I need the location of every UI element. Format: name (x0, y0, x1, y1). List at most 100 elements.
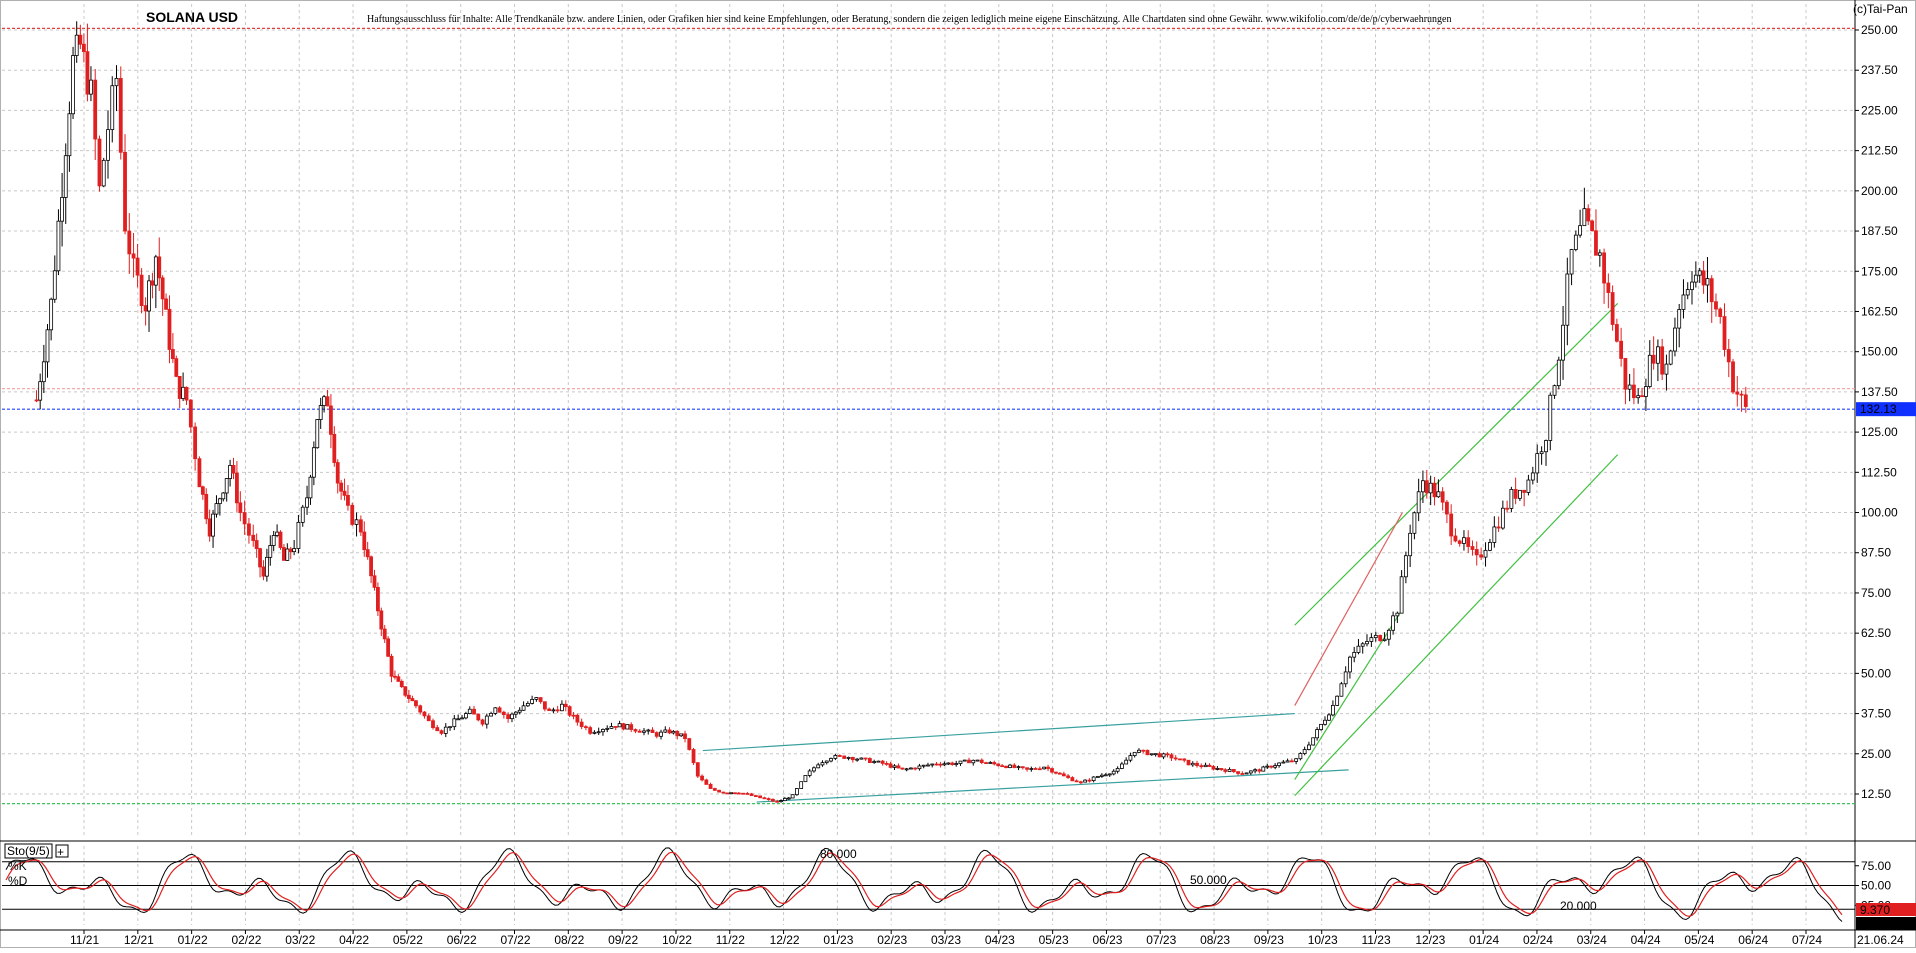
candle-body (904, 768, 909, 771)
candle-body (181, 386, 186, 399)
candle-body (917, 765, 922, 770)
candle-body (725, 792, 730, 795)
candle-body (1597, 252, 1602, 256)
candle-body (418, 705, 423, 713)
candle-body (1739, 393, 1744, 396)
candle-body (799, 781, 804, 789)
candle-body (238, 502, 243, 513)
candle-body (1743, 394, 1748, 407)
candle-body (1569, 249, 1574, 275)
candle-body (584, 726, 588, 729)
candle-body (855, 758, 860, 761)
candle-body (188, 399, 193, 428)
candle-body (1182, 758, 1187, 761)
candle-body (654, 732, 659, 737)
candle-body (988, 762, 993, 764)
candle-body (221, 492, 226, 500)
x-tick-label: 10/23 (1308, 933, 1338, 947)
candle-body (1057, 772, 1062, 775)
candle-body (197, 458, 202, 488)
candle-body (369, 556, 373, 577)
last-price-box (1856, 402, 1916, 417)
candle-body (842, 755, 847, 759)
candle-body (329, 405, 333, 435)
candle-body (534, 697, 539, 700)
x-tick-label: 01/24 (1469, 933, 1499, 947)
candle-body (1050, 768, 1054, 773)
candle-body (1627, 384, 1632, 390)
y-tick-label: 75.00 (1861, 586, 1891, 600)
candle-body (588, 727, 593, 734)
candle-body (1647, 354, 1652, 387)
candle-body (1054, 771, 1058, 774)
candle-body (1253, 769, 1257, 772)
x-tick-label: 10/22 (662, 933, 692, 947)
candle-body (946, 762, 951, 765)
candle-body (1636, 395, 1641, 399)
candle-body (1008, 764, 1012, 769)
candle-body (1718, 308, 1723, 317)
candle-body (1656, 346, 1660, 364)
candle-body (1244, 772, 1249, 775)
candle-body (909, 767, 913, 770)
candle-body (1298, 753, 1303, 760)
candle-body (1302, 749, 1307, 754)
candle-body (667, 729, 672, 734)
candle-body (729, 792, 733, 795)
candle-body (346, 494, 350, 506)
x-tick-label: 07/23 (1146, 933, 1176, 947)
candle-body (996, 763, 1001, 767)
candle-body (633, 729, 638, 732)
x-tick-label: 03/22 (285, 933, 315, 947)
candle-body (139, 274, 144, 306)
candle-body (542, 701, 547, 710)
y-tick-label: 87.50 (1861, 546, 1891, 560)
trendline (1294, 512, 1403, 706)
x-tick-label: 03/24 (1577, 933, 1607, 947)
candle-body (247, 523, 251, 536)
candle-body (147, 280, 151, 312)
candle-body (1453, 535, 1458, 542)
candle-body (1488, 542, 1492, 551)
candle-body (1513, 489, 1518, 499)
candle-body (1440, 491, 1445, 503)
candle-body (1227, 768, 1232, 772)
candle-body (1548, 394, 1553, 441)
candle-body (1697, 270, 1702, 276)
candle-body (1681, 294, 1686, 310)
candle-body (1231, 768, 1236, 772)
candle-body (1033, 768, 1038, 770)
candle-body (1070, 777, 1075, 782)
candle-body (1479, 554, 1484, 558)
indicator-level-80: 80.000 (820, 847, 857, 861)
candle-body (1386, 629, 1391, 640)
stochastic-d-line (5, 851, 1843, 917)
x-tick-label: 07/24 (1792, 933, 1822, 947)
candle-body (736, 792, 741, 795)
candle-body (1378, 634, 1383, 641)
candle-body (555, 709, 560, 712)
candle-body (596, 731, 601, 734)
candle-body (60, 197, 64, 222)
candle-body (934, 763, 939, 766)
candle-body (820, 762, 825, 766)
candle-body (354, 519, 359, 525)
candle-body (913, 767, 918, 770)
candle-body (258, 548, 262, 568)
candle-body (204, 493, 209, 520)
candle-body (629, 724, 634, 730)
candle-body (214, 503, 219, 515)
candle-body (1124, 759, 1129, 765)
candle-body (892, 765, 897, 768)
candle-body (372, 575, 377, 588)
candle-body (1178, 758, 1182, 761)
indicator-expand-icon[interactable] (55, 844, 69, 858)
candle-body (900, 767, 905, 770)
candle-body (1046, 766, 1050, 769)
candle-body (1356, 645, 1361, 653)
candle-body (1257, 769, 1262, 772)
candle-body (884, 763, 889, 765)
candle-body (1016, 766, 1021, 769)
candle-body (358, 519, 363, 533)
candle-body (1099, 774, 1104, 777)
